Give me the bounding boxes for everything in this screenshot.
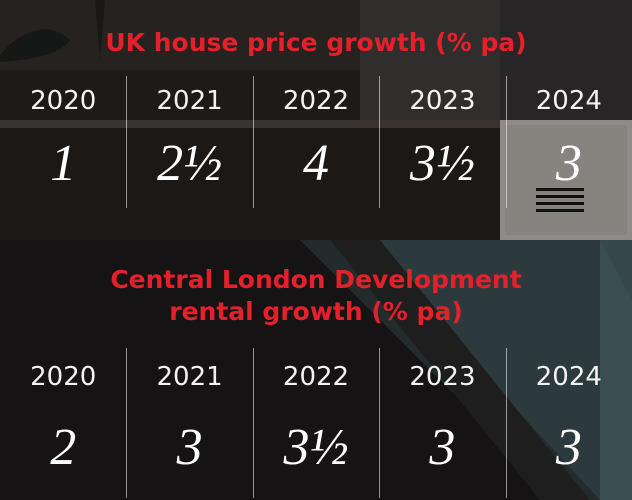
stat-column-2024: 2024 3 xyxy=(505,348,632,498)
stat-column-2021: 2021 2½ xyxy=(126,76,252,208)
uk-house-price-panel: UK house price growth (% pa) 2020 1 2021… xyxy=(0,0,632,240)
stat-column-2024: 2024 3 xyxy=(505,76,632,208)
stats-row: 2020 2 2021 3 2022 3½ 2023 3 2024 3 xyxy=(0,348,632,498)
stats-row: 2020 1 2021 2½ 2022 4 2023 3½ 2024 3 xyxy=(0,76,632,208)
year-label: 2023 xyxy=(409,362,476,392)
growth-value: 1 xyxy=(50,135,77,192)
london-rental-growth-panel: Central London Development rental growth… xyxy=(0,240,632,500)
year-label: 2020 xyxy=(30,362,97,392)
stat-column-2023: 2023 3 xyxy=(379,348,505,498)
year-label: 2021 xyxy=(156,86,223,116)
stat-column-2021: 2021 3 xyxy=(126,348,252,498)
section-title-text: Central London Development rental growth… xyxy=(110,265,522,326)
growth-value: 4 xyxy=(303,135,330,192)
stat-column-2022: 2022 3½ xyxy=(252,348,379,498)
stat-column-2022: 2022 4 xyxy=(252,76,379,208)
growth-value: 3½ xyxy=(409,135,475,192)
stat-column-2023: 2023 3½ xyxy=(379,76,505,208)
year-label: 2024 xyxy=(535,362,602,392)
year-label: 2024 xyxy=(535,86,602,116)
growth-value: 2 xyxy=(50,419,77,476)
year-label: 2020 xyxy=(30,86,97,116)
growth-value: 3 xyxy=(429,419,456,476)
year-label: 2022 xyxy=(282,362,350,392)
growth-value: 3 xyxy=(176,419,203,476)
section-title: UK house price growth (% pa) xyxy=(105,28,527,57)
year-label: 2021 xyxy=(156,362,223,392)
year-label: 2023 xyxy=(409,86,476,116)
growth-value: 3 xyxy=(555,135,582,192)
section-title: Central London Development rental growth… xyxy=(0,264,632,328)
growth-value: 2½ xyxy=(157,135,223,192)
growth-value: 3 xyxy=(555,419,582,476)
growth-value: 3½ xyxy=(283,419,349,476)
year-label: 2022 xyxy=(282,86,350,116)
stat-column-2020: 2020 1 xyxy=(0,76,126,208)
stat-column-2020: 2020 2 xyxy=(0,348,126,498)
